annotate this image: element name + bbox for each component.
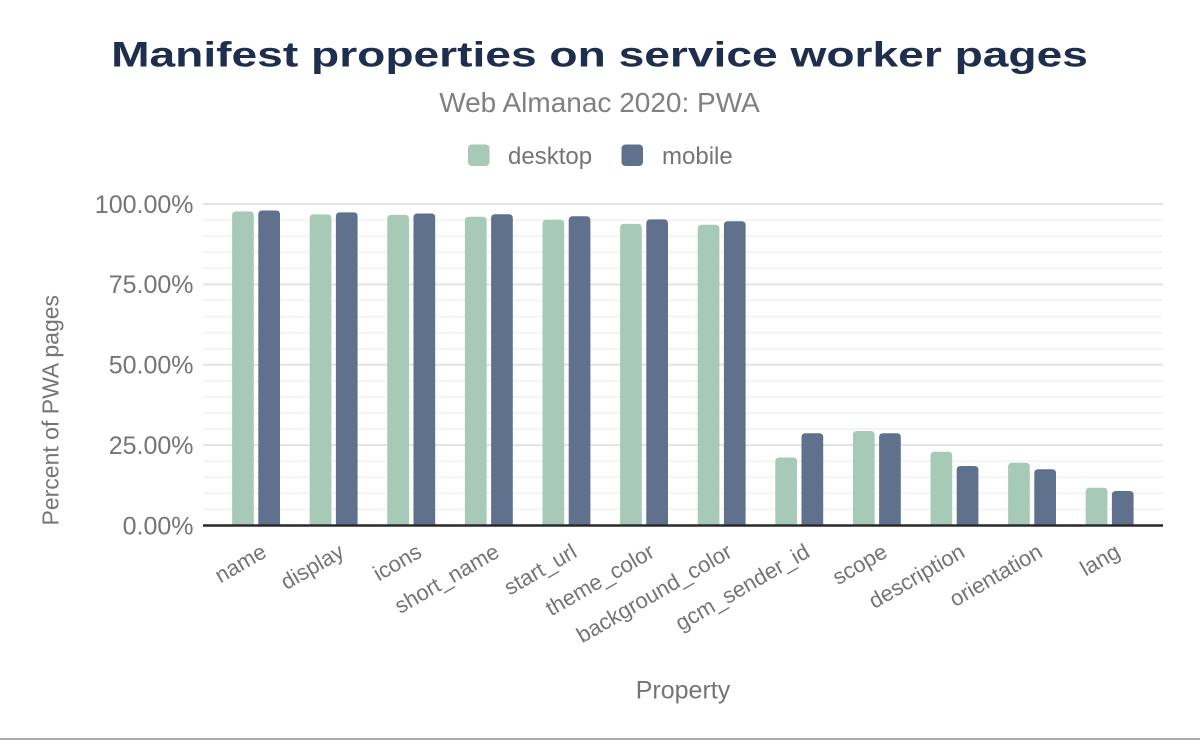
svg-text:Percent of PWA pages: Percent of PWA pages — [38, 295, 64, 526]
svg-text:25.00%: 25.00% — [109, 432, 194, 460]
svg-text:0.00%: 0.00% — [123, 512, 194, 540]
svg-text:Manifest properties on service: Manifest properties on service worker pa… — [111, 34, 1088, 74]
svg-text:Property: Property — [636, 677, 731, 705]
svg-text:75.00%: 75.00% — [109, 271, 194, 299]
svg-text:mobile: mobile — [662, 143, 733, 170]
svg-text:100.00%: 100.00% — [95, 191, 194, 219]
svg-text:50.00%: 50.00% — [109, 352, 194, 380]
svg-text:Web Almanac 2020: PWA: Web Almanac 2020: PWA — [439, 87, 760, 118]
svg-text:desktop: desktop — [508, 143, 592, 170]
